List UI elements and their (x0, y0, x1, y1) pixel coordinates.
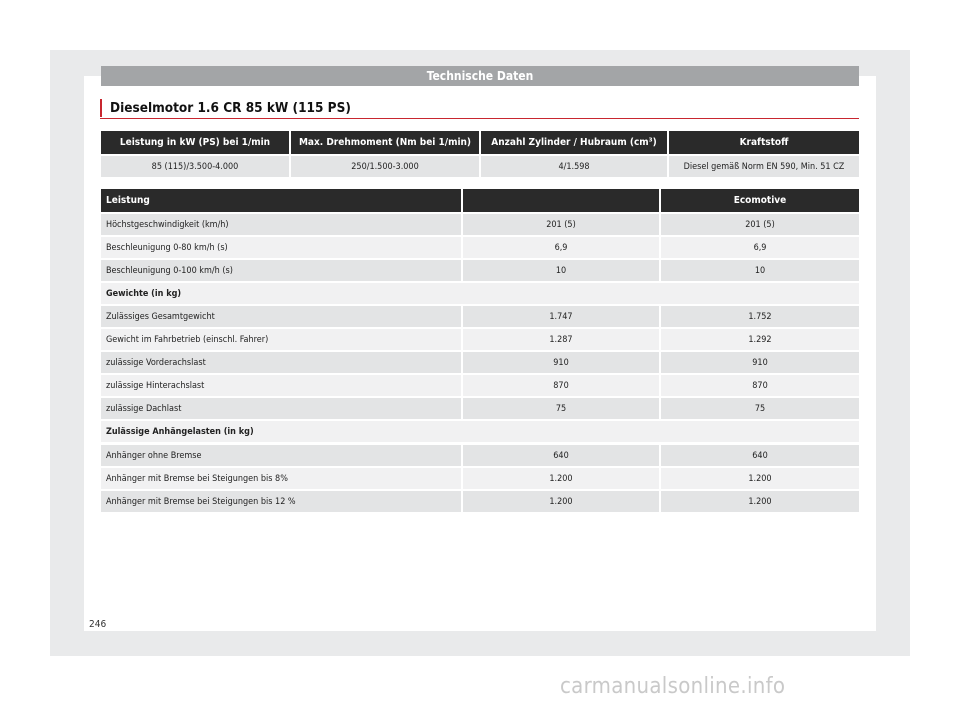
row-label: zulässige Vorderachslast (101, 352, 463, 373)
table-row: zulässige Hinterachslast 870 870 (101, 375, 859, 396)
row-value-standard: 1.287 (463, 329, 661, 350)
chapter-header: Technische Daten (101, 66, 859, 86)
row-value-standard: 870 (463, 375, 661, 396)
row-value-ecomotive: 1.200 (661, 491, 859, 512)
row-label: zulässige Hinterachslast (101, 375, 463, 396)
performance-table-header: Leistung Ecomotive (101, 189, 859, 212)
row-label: Zulässiges Gesamtgewicht (101, 306, 463, 327)
engine-fuel-value: Diesel gemäß Norm EN 590, Min. 51 CZ (669, 156, 859, 177)
row-value-ecomotive: 6,9 (661, 237, 859, 258)
row-label: Beschleunigung 0-80 km/h (s) (101, 237, 463, 258)
engine-col-torque: Max. Drehmoment (Nm bei 1/min) (291, 131, 481, 154)
table-row: Zulässiges Gesamtgewicht 1.747 1.752 (101, 306, 859, 327)
row-value-ecomotive: 1.200 (661, 468, 859, 489)
table-row: Anhänger mit Bremse bei Steigungen bis 8… (101, 468, 859, 489)
table-row: Höchstgeschwindigkeit (km/h) 201 (5) 201… (101, 214, 859, 235)
row-label: Anhänger mit Bremse bei Steigungen bis 8… (101, 468, 463, 489)
perf-col-leistung: Leistung (101, 189, 463, 212)
row-value-standard: 1.200 (463, 468, 661, 489)
row-value-standard: 910 (463, 352, 661, 373)
table-row: Beschleunigung 0-80 km/h (s) 6,9 6,9 (101, 237, 859, 258)
table-row: Anhänger ohne Bremse 640 640 (101, 445, 859, 466)
page-number: 246 (89, 619, 107, 630)
engine-table-row: 85 (115)/3.500-4.000 250/1.500-3.000 4/1… (101, 156, 859, 177)
row-label: Beschleunigung 0-100 km/h (s) (101, 260, 463, 281)
row-value-ecomotive: 10 (661, 260, 859, 281)
engine-col-cylinders: Anzahl Zylinder / Hubraum (cm³) (481, 131, 669, 154)
row-label: Höchstgeschwindigkeit (km/h) (101, 214, 463, 235)
row-value-standard: 10 (463, 260, 661, 281)
table-row: zulässige Dachlast 75 75 (101, 398, 859, 419)
table-row: Gewicht im Fahrbetrieb (einschl. Fahrer)… (101, 329, 859, 350)
engine-col-power: Leistung in kW (PS) bei 1/min (101, 131, 291, 154)
table-row: zulässige Vorderachslast 910 910 (101, 352, 859, 373)
watermark: carmanualsonline.info (560, 674, 786, 699)
row-value-standard: 201 (5) (463, 214, 661, 235)
title-rule (100, 118, 859, 119)
perf-col-ecomotive: Ecomotive (661, 189, 859, 212)
row-value-standard: 6,9 (463, 237, 661, 258)
section-label: Zulässige Anhängelasten (in kg) (101, 421, 859, 442)
row-label: Gewicht im Fahrbetrieb (einschl. Fahrer) (101, 329, 463, 350)
section-row-trailer: Zulässige Anhängelasten (in kg) (101, 421, 859, 442)
row-label: Anhänger mit Bremse bei Steigungen bis 1… (101, 491, 463, 512)
row-label: zulässige Dachlast (101, 398, 463, 419)
row-value-standard: 640 (463, 445, 661, 466)
row-value-ecomotive: 1.752 (661, 306, 859, 327)
engine-power-value: 85 (115)/3.500-4.000 (101, 156, 291, 177)
row-value-standard: 1.200 (463, 491, 661, 512)
row-value-ecomotive: 640 (661, 445, 859, 466)
row-value-ecomotive: 201 (5) (661, 214, 859, 235)
engine-col-fuel: Kraftstoff (669, 131, 859, 154)
table-row: Anhänger mit Bremse bei Steigungen bis 1… (101, 491, 859, 512)
row-value-ecomotive: 75 (661, 398, 859, 419)
row-value-standard: 1.747 (463, 306, 661, 327)
section-label: Gewichte (in kg) (101, 283, 859, 304)
perf-col-standard (463, 189, 661, 212)
section-row-weights: Gewichte (in kg) (101, 283, 859, 304)
row-value-ecomotive: 1.292 (661, 329, 859, 350)
engine-torque-value: 250/1.500-3.000 (291, 156, 481, 177)
row-label: Anhänger ohne Bremse (101, 445, 463, 466)
table-row: Beschleunigung 0-100 km/h (s) 10 10 (101, 260, 859, 281)
row-value-standard: 75 (463, 398, 661, 419)
row-value-ecomotive: 870 (661, 375, 859, 396)
section-title: Dieselmotor 1.6 CR 85 kW (115 PS) (100, 99, 351, 117)
engine-table-header: Leistung in kW (PS) bei 1/min Max. Drehm… (101, 131, 859, 154)
engine-cylinders-value: 4/1.598 (481, 156, 669, 177)
row-value-ecomotive: 910 (661, 352, 859, 373)
